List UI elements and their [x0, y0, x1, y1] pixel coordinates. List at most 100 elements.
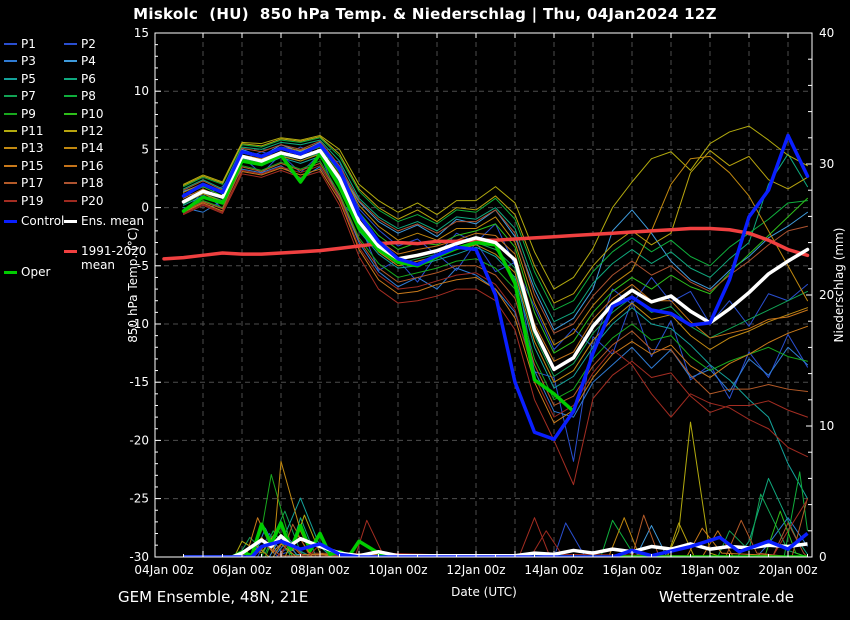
- legend-label: Ens. mean: [81, 214, 145, 228]
- legend-label: Oper: [21, 265, 51, 279]
- legend-item-p15: P15: [4, 159, 44, 173]
- legend-label: P2: [81, 37, 96, 51]
- x-tick-label: 20Jan 00z: [758, 563, 817, 577]
- y-left-tick-label: -5: [137, 259, 149, 273]
- series-p9: [183, 160, 808, 557]
- legend-swatch: [4, 95, 17, 97]
- legend-item-p16: P16: [64, 159, 104, 173]
- legend-swatch: [64, 113, 77, 115]
- y-right-tick-label: 0: [819, 550, 827, 564]
- y-right-tick-label: 40: [819, 26, 834, 40]
- x-tick-label: 18Jan 00z: [680, 563, 739, 577]
- legend-item-p8: P8: [64, 89, 96, 103]
- legend-item-p4: P4: [64, 54, 96, 68]
- legend-swatch: [4, 78, 17, 80]
- legend-swatch: [4, 130, 17, 132]
- series-p7: [183, 152, 808, 557]
- legend-swatch: [64, 130, 77, 132]
- legend-item-p3: P3: [4, 54, 36, 68]
- legend-swatch: [64, 219, 77, 223]
- grid-lines: [155, 33, 812, 557]
- legend-swatch: [4, 200, 17, 202]
- legend-swatch: [4, 182, 17, 184]
- footer-brand: Wetterzentrale.de: [658, 588, 794, 606]
- legend-item-p10: P10: [64, 107, 104, 121]
- series-p17: [183, 162, 808, 557]
- legend-swatch: [64, 250, 77, 253]
- legend-swatch: [4, 219, 17, 223]
- legend-item-p1: P1: [4, 37, 36, 51]
- y-left-tick-label: -30: [129, 550, 149, 564]
- legend-item-p20: P20: [64, 194, 104, 208]
- legend-item-p7: P7: [4, 89, 36, 103]
- legend-swatch: [64, 182, 77, 184]
- legend-swatch: [64, 95, 77, 97]
- legend-item-p2: P2: [64, 37, 96, 51]
- legend-label: P3: [21, 54, 36, 68]
- legend-label: P19: [21, 194, 44, 208]
- series-p8: [183, 137, 808, 557]
- y-left-tick-label: -15: [129, 375, 149, 389]
- legend: P1 P2 P3 P4 P5 P6 P7 P8 P9 P10 P11 P12 P13 P14 P15 P16 P…: [4, 37, 154, 287]
- y-axis-label-precipitation: Niederschlag (mm): [832, 227, 846, 343]
- legend-item-ens-mean: Ens. mean: [64, 214, 144, 228]
- legend-label: P7: [21, 89, 36, 103]
- legend-label: P6: [81, 72, 96, 86]
- series-ens-mean: [181, 148, 810, 557]
- data-series: [162, 125, 810, 557]
- footer-model-info: GEM Ensemble, 48N, 21E: [118, 588, 309, 606]
- legend-item-p9: P9: [4, 107, 36, 121]
- legend-swatch: [4, 43, 17, 45]
- axes: [154, 32, 813, 558]
- legend-label: P4: [81, 54, 96, 68]
- legend-swatch: [4, 60, 17, 62]
- legend-swatch: [64, 165, 77, 167]
- legend-item-p13: P13: [4, 141, 44, 155]
- x-tick-label: 04Jan 00z: [134, 563, 193, 577]
- legend-item-p14: P14: [64, 141, 104, 155]
- legend-swatch: [64, 78, 77, 80]
- legend-swatch: [4, 270, 17, 274]
- legend-swatch: [64, 43, 77, 45]
- legend-swatch: [4, 165, 17, 167]
- series-p11: [183, 125, 808, 557]
- legend-item-control: Control: [4, 214, 64, 228]
- x-tick-label: 08Jan 00z: [290, 563, 349, 577]
- legend-label: P9: [21, 107, 36, 121]
- legend-label: P5: [21, 72, 36, 86]
- legend-item-p6: P6: [64, 72, 96, 86]
- legend-item-p17: P17: [4, 176, 44, 190]
- legend-swatch: [4, 113, 17, 115]
- legend-item-p12: P12: [64, 124, 104, 138]
- legend-label: P14: [81, 141, 104, 155]
- x-tick-label: 16Jan 00z: [602, 563, 661, 577]
- legend-item-p5: P5: [4, 72, 36, 86]
- legend-swatch: [64, 60, 77, 62]
- legend-label: P11: [21, 124, 44, 138]
- y-right-tick-label: 30: [819, 157, 834, 171]
- legend-label: P16: [81, 159, 104, 173]
- legend-swatch: [4, 147, 17, 149]
- tick-labels: 15 10 5 0 -5 -10 -15 -20 -25 -30 40 30 20 10 0 04Jan 00…: [129, 26, 834, 577]
- series-p12: [183, 136, 808, 557]
- legend-item-p18: P18: [64, 176, 104, 190]
- legend-label: P8: [81, 89, 96, 103]
- x-tick-label: 06Jan 00z: [212, 563, 271, 577]
- legend-swatch: [64, 200, 77, 202]
- series-control: [181, 133, 810, 557]
- x-axis-label: Date (UTC): [451, 585, 517, 599]
- y-left-tick-label: 15: [134, 26, 149, 40]
- legend-label: P13: [21, 141, 44, 155]
- legend-item-p11: P11: [4, 124, 44, 138]
- page-title: Miskolc (HU) 850 hPa Temp. & Niederschla…: [133, 5, 717, 23]
- y-left-tick-label: 5: [141, 142, 149, 156]
- legend-item-p19: P19: [4, 194, 44, 208]
- y-left-tick-label: 0: [141, 201, 149, 215]
- legend-label: P1: [21, 37, 36, 51]
- legend-label: P17: [21, 176, 44, 190]
- legend-label: Control: [21, 214, 65, 228]
- legend-label: P18: [81, 176, 104, 190]
- legend-label: P20: [81, 194, 104, 208]
